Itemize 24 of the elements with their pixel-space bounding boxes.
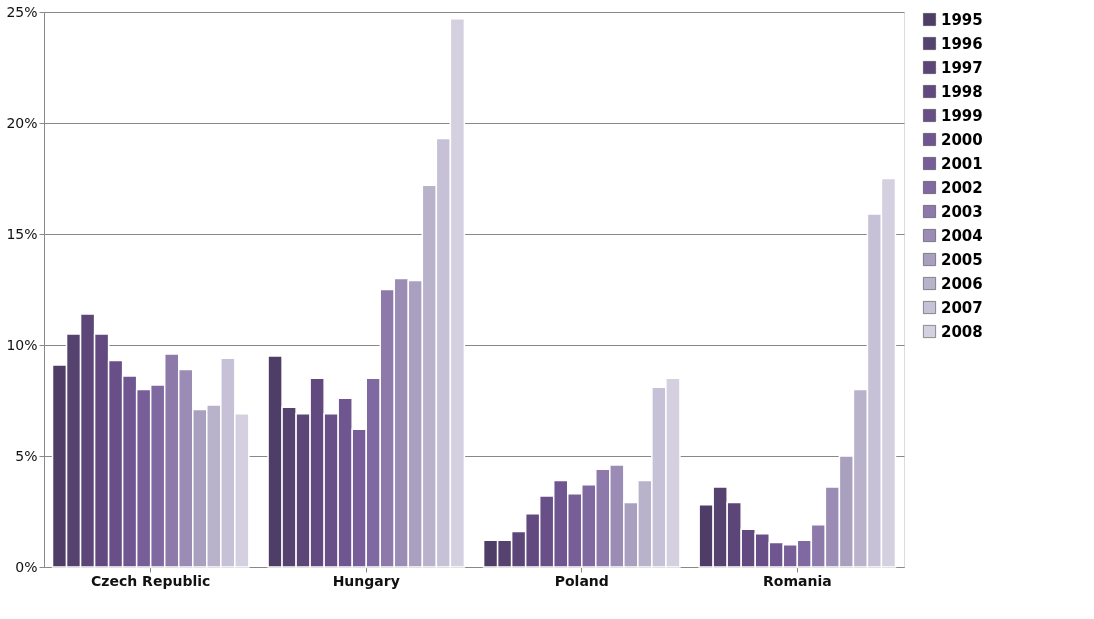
legend-label: 2002 — [941, 178, 983, 197]
y-tick-label: 10% — [6, 336, 38, 353]
legend-label: 1998 — [941, 82, 983, 101]
x-tick-label: Poland — [554, 572, 609, 589]
legend-label: 2007 — [941, 298, 983, 317]
legend-label: 2008 — [941, 322, 983, 341]
legend-label: 1997 — [941, 58, 983, 77]
legend-label: 1996 — [941, 34, 983, 53]
x-tick-label: Hungary — [332, 572, 400, 589]
x-tick-label: Czech Republic — [91, 572, 211, 589]
x-tick-label: Romania — [762, 572, 832, 589]
legend-label: 1995 — [941, 10, 983, 29]
legend-label: 2001 — [941, 154, 983, 173]
y-tick-label: 15% — [6, 225, 38, 242]
legend-label: 2003 — [941, 202, 983, 221]
legend-label: 2005 — [941, 250, 983, 269]
legend-label: 2006 — [941, 274, 983, 293]
y-tick-label: 5% — [15, 447, 38, 464]
y-tick-label: 0% — [15, 558, 38, 575]
legend-label: 2004 — [941, 226, 983, 245]
y-tick-label: 25% — [6, 3, 38, 20]
legend-label: 1999 — [941, 106, 983, 125]
y-tick-label: 20% — [6, 114, 38, 131]
legend-label: 2000 — [941, 130, 983, 149]
